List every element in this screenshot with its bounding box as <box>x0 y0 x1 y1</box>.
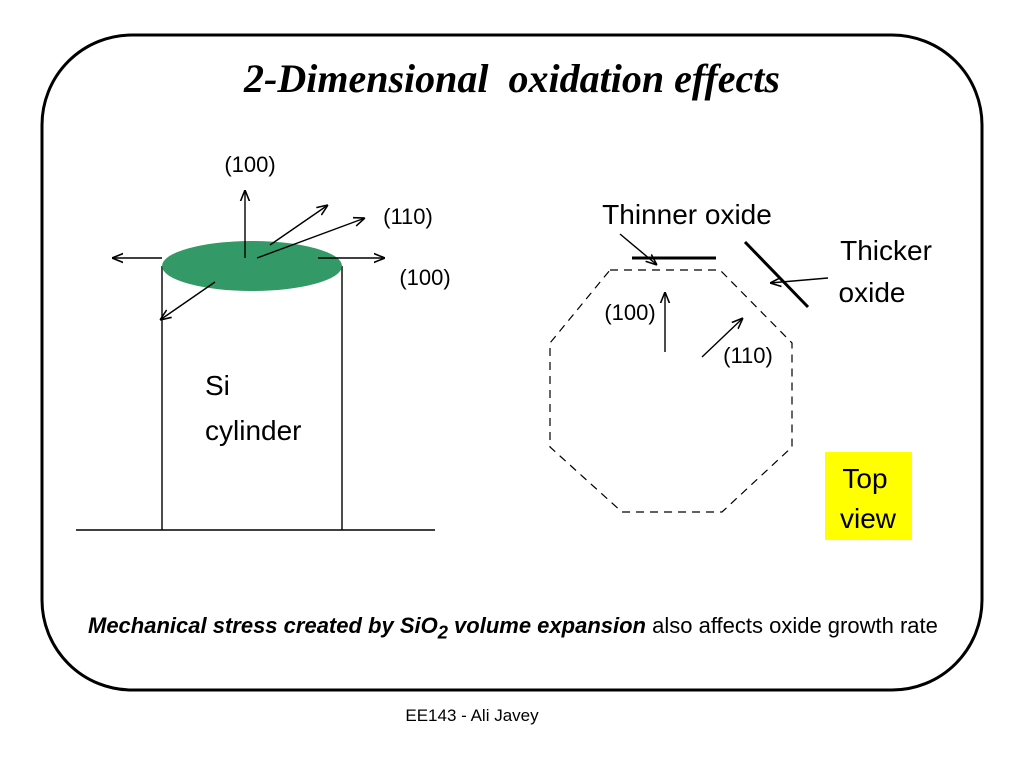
arrow <box>770 278 829 283</box>
arrow <box>619 233 657 265</box>
orientation-label: (110) <box>383 204 433 229</box>
caption-bold: Mechanical stress created by SiO <box>88 613 438 638</box>
caption-bold: volume expansion <box>447 613 646 638</box>
cylinder-name: cylinder <box>205 415 301 446</box>
caption: Mechanical stress created by SiO2 volume… <box>88 611 958 647</box>
cylinder-diagram: (100) (110) (100) Si cylinder <box>76 152 451 531</box>
arrow <box>160 281 216 320</box>
octagon <box>549 269 793 513</box>
footer: EE143 - Ali Javey <box>405 706 539 725</box>
caption-subscript: 2 <box>437 621 448 643</box>
thinner-label: Thinner oxide <box>602 199 772 230</box>
orientation-label: (100) <box>399 265 450 290</box>
slide-title: 2-Dimensional oxidation effects <box>243 56 780 101</box>
top-view-badge <box>825 452 912 540</box>
caption-text: also affects oxide growth rate <box>646 613 938 638</box>
badge-text: Top <box>842 463 887 494</box>
top-view-diagram: Thinner oxide Thicker oxide (100) (110) … <box>549 199 932 540</box>
thick-oxide-line <box>743 240 810 309</box>
cylinder-top <box>162 241 342 291</box>
orientation-label: (100) <box>604 300 655 325</box>
orientation-label: (110) <box>723 343 773 368</box>
slide-frame <box>40 33 984 692</box>
arrow <box>269 205 328 246</box>
badge-text: view <box>840 503 897 534</box>
thicker-label: Thicker <box>840 235 932 266</box>
thicker-label: oxide <box>839 277 906 308</box>
arrow <box>256 218 365 259</box>
cylinder-name: Si <box>205 370 230 401</box>
arrow <box>701 318 743 358</box>
orientation-label: (100) <box>224 152 275 177</box>
